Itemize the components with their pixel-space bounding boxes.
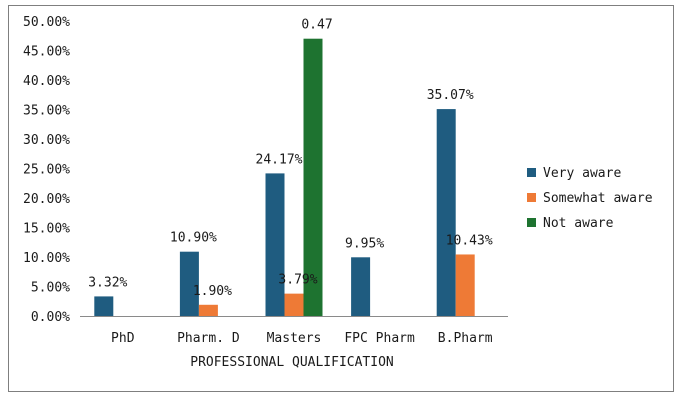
legend-label: Very aware	[543, 166, 621, 181]
data-label: 24.17%	[256, 152, 303, 167]
x-tick-label: FPC Pharm	[344, 331, 415, 346]
bar-somewhat-aware	[284, 293, 304, 316]
data-label: 10.90%	[170, 231, 217, 246]
bar-very-aware	[94, 296, 114, 316]
data-label: 10.43%	[446, 233, 493, 248]
bar-very-aware	[436, 109, 456, 316]
data-label: 3.79%	[278, 273, 317, 288]
x-tick-label: B.Pharm	[438, 331, 493, 346]
legend-swatch-very-aware	[527, 168, 536, 177]
data-label: 9.95%	[345, 236, 384, 251]
bar-not-aware	[303, 38, 323, 316]
data-labels: 3.32% 10.90% 1.90% 24.17% 3.79% 0.47 9.95% 35.0…	[88, 18, 493, 299]
y-axis: 0.00% 5.00% 10.00% 15.00% 20.00% 25.00% 30.00%…	[23, 15, 70, 325]
x-tick-label: Masters	[267, 331, 322, 346]
x-tick-label: Pharm. D	[177, 331, 240, 346]
y-tick-label: 5.00%	[31, 281, 70, 296]
legend-swatch-somewhat-aware	[527, 193, 536, 202]
y-tick-label: 25.00%	[23, 163, 70, 178]
bar-very-aware	[351, 257, 371, 316]
legend-label: Somewhat aware	[543, 191, 653, 206]
bars	[94, 38, 475, 316]
legend-label: Not aware	[543, 216, 614, 231]
x-tick-label: PhD	[111, 331, 135, 346]
bar-somewhat-aware	[198, 304, 218, 316]
y-tick-label: 15.00%	[23, 222, 70, 237]
y-tick-label: 10.00%	[23, 251, 70, 266]
y-tick-label: 30.00%	[23, 133, 70, 148]
y-tick-label: 45.00%	[23, 45, 70, 60]
data-label: 1.90%	[193, 284, 232, 299]
chart-frame	[8, 5, 674, 392]
x-axis: PhD Pharm. D Masters FPC Pharm B.Pharm	[111, 331, 493, 346]
data-label: 0.47	[301, 18, 332, 33]
bar-very-aware	[179, 251, 199, 316]
x-axis-title: PROFESSIONAL QUALIFICATION	[190, 355, 394, 370]
legend: Very aware Somewhat aware Not aware	[527, 166, 653, 231]
y-tick-label: 40.00%	[23, 74, 70, 89]
data-label: 3.32%	[88, 275, 127, 290]
y-tick-label: 0.00%	[31, 310, 70, 325]
y-tick-label: 20.00%	[23, 192, 70, 207]
bar-somewhat-aware	[455, 254, 475, 316]
y-tick-label: 50.00%	[23, 15, 70, 30]
y-tick-label: 35.00%	[23, 104, 70, 119]
bar-very-aware	[265, 173, 285, 316]
data-label: 35.07%	[427, 88, 474, 103]
legend-swatch-not-aware	[527, 218, 536, 227]
